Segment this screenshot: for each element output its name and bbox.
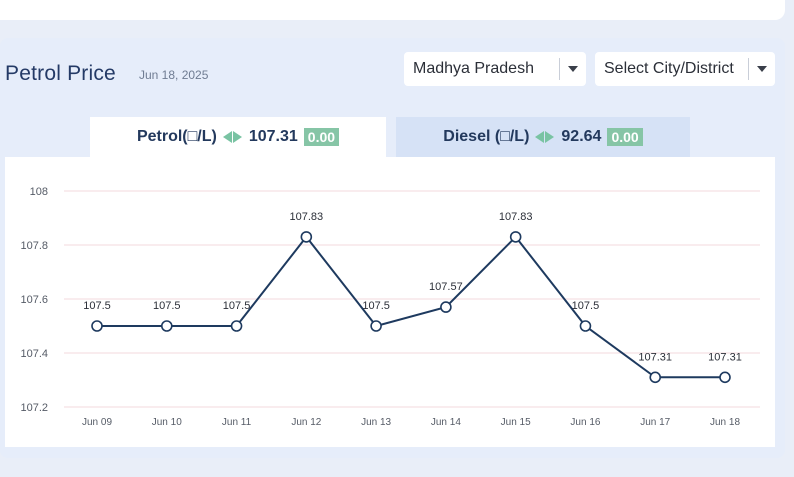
x-tick-label: Jun 17 <box>640 417 670 428</box>
state-select[interactable]: Madhya Pradesh <box>404 52 586 86</box>
tab-diesel-change-badge: 0.00 <box>607 128 643 146</box>
x-tick-label: Jun 11 <box>222 417 252 428</box>
data-label: 107.5 <box>83 300 111 312</box>
tab-petrol-price: 107.31 <box>248 128 298 145</box>
select-divider <box>748 58 749 80</box>
tab-diesel-label: Diesel (□/L) <box>443 128 530 145</box>
data-label: 107.83 <box>290 211 324 223</box>
price-chart-card: 108 107.8 107.6 107.4 107.2 107.5 Jun 09 107.5 J… <box>5 157 775 447</box>
series-line <box>97 235 725 379</box>
tab-petrol-change-badge: 0.00 <box>303 128 340 146</box>
price-line-chart: 108 107.8 107.6 107.4 107.2 107.5 Jun 09 107.5 J… <box>20 186 760 428</box>
data-label: 107.5 <box>223 300 251 312</box>
chevron-down-icon[interactable] <box>749 66 775 72</box>
data-point <box>230 320 243 332</box>
price-change-arrows-icon <box>222 131 242 143</box>
page-title: Petrol Price <box>5 62 116 85</box>
price-change-arrows-icon <box>535 131 555 143</box>
data-label: 107.5 <box>153 300 181 312</box>
chevron-down-icon[interactable] <box>560 66 586 72</box>
price-date: Jun 18, 2025 <box>139 68 209 82</box>
y-tick-label: 107.8 <box>20 240 48 252</box>
tab-diesel[interactable]: Diesel (□/L) 92.64 0.00 <box>396 117 690 157</box>
tab-petrol[interactable]: Petrol(□/L) 107.31 0.00 <box>90 117 386 157</box>
x-tick-label: Jun 16 <box>570 417 600 428</box>
x-tick-label: Jun 15 <box>501 417 531 428</box>
x-tick-label: Jun 09 <box>82 417 112 428</box>
data-label: 107.31 <box>638 351 672 363</box>
tab-diesel-price: 92.64 <box>561 128 602 145</box>
data-point <box>440 301 452 313</box>
y-tick-label: 107.6 <box>20 294 48 306</box>
data-label: 107.57 <box>429 281 463 293</box>
data-label: 107.5 <box>362 300 390 312</box>
y-tick-label: 107.2 <box>20 402 48 414</box>
state-select-value: Madhya Pradesh <box>413 60 534 77</box>
data-point <box>509 231 522 243</box>
tab-petrol-label: Petrol(□/L) <box>136 128 217 145</box>
data-point <box>160 320 173 332</box>
x-tick-label: Jun 18 <box>710 417 740 428</box>
data-point <box>370 320 382 332</box>
data-point <box>719 371 731 384</box>
x-tick-label: Jun 12 <box>291 417 321 428</box>
data-label: 107.31 <box>708 351 742 363</box>
data-point <box>579 320 592 332</box>
city-select[interactable]: Select City/District <box>595 52 775 86</box>
data-label: 107.5 <box>572 300 600 312</box>
data-point <box>649 371 662 384</box>
top-card <box>0 0 785 20</box>
city-select-placeholder: Select City/District <box>604 60 734 77</box>
y-tick-label: 108 <box>30 186 48 198</box>
x-tick-label: Jun 14 <box>431 417 461 428</box>
x-tick-label: Jun 13 <box>361 417 391 428</box>
data-point <box>300 231 313 243</box>
y-tick-label: 107.4 <box>20 348 48 360</box>
x-tick-label: Jun 10 <box>152 417 182 428</box>
select-divider <box>559 58 560 80</box>
data-point <box>91 320 103 332</box>
data-label: 107.83 <box>499 211 533 223</box>
